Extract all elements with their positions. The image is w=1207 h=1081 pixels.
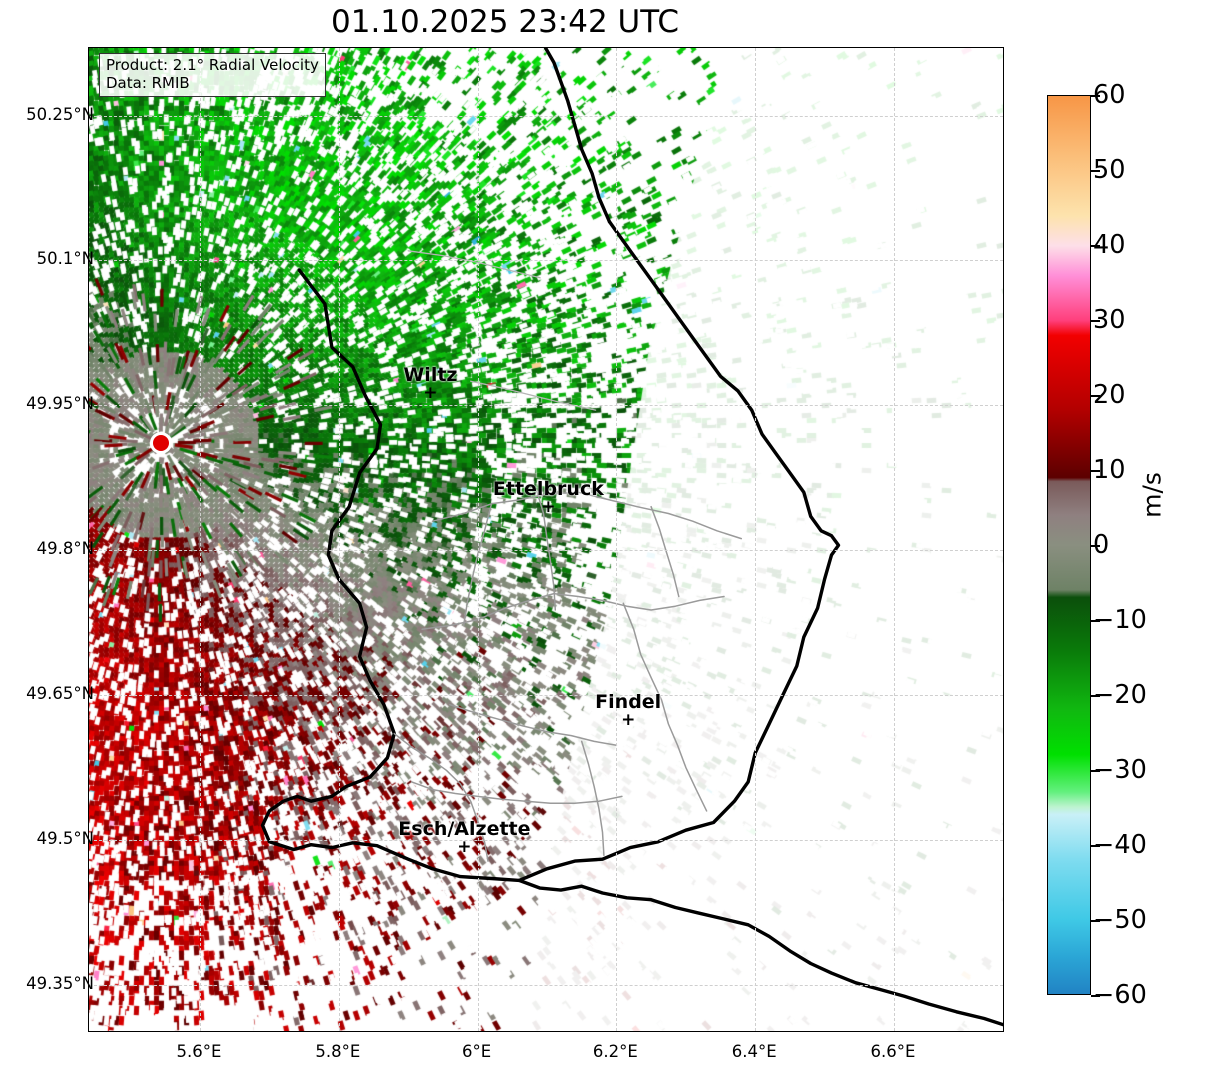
border-admin-10 (393, 732, 489, 862)
y-axis-tick: 50.25°N (26, 104, 94, 124)
colorbar-tick-mark (1091, 845, 1100, 847)
y-axis-tick: 49.5°N (36, 828, 94, 848)
border-admin-7 (462, 503, 493, 627)
gridline-vertical (893, 48, 896, 1031)
gridline-vertical (616, 48, 618, 1031)
colorbar-tick-mark (1091, 920, 1100, 922)
x-axis-tick: 6.6°E (870, 1042, 916, 1061)
y-axis-tick: 49.95°N (26, 394, 94, 414)
colorbar-tick-label: 50 (1093, 155, 1126, 185)
border-admin-9 (580, 740, 605, 857)
y-axis-tick: 49.35°N (26, 973, 94, 993)
city-name: Findel (595, 691, 662, 714)
x-axis-tick: 6.2°E (592, 1042, 638, 1061)
border-admin-4 (449, 703, 618, 746)
colorbar-tick-mark (1091, 320, 1100, 322)
colorbar-tick-label: 30 (1093, 305, 1126, 335)
colorbar-tick-label: 60 (1093, 80, 1126, 110)
border-admin-6 (535, 489, 557, 611)
border-admin-be-1 (407, 250, 541, 279)
city-label-wiltz: Wiltz + (403, 364, 457, 401)
x-axis-tick: 6.4°E (731, 1042, 777, 1061)
product-info-box: Product: 2.1° Radial Velocity Data: RMIB (99, 53, 326, 98)
gridline-horizontal (89, 405, 1003, 407)
city-marker-icon: + (621, 710, 636, 731)
gridline-horizontal (89, 115, 1003, 118)
colorbar-tick-label: −50 (1093, 905, 1147, 935)
colorbar-tick-label: −40 (1093, 830, 1147, 860)
border-admin-3 (622, 602, 708, 812)
colorbar[interactable] (1047, 95, 1091, 995)
gridline-horizontal (89, 984, 1003, 987)
colorbar-gradient (1048, 96, 1090, 994)
map-plot-area[interactable]: Wiltz + Ettelbruck + Findel + Esch/Alzette + Pr… (88, 47, 1004, 1032)
y-axis-tick: 49.65°N (26, 684, 94, 703)
gridline-vertical (477, 48, 480, 1031)
border-admin-5 (410, 781, 623, 804)
colorbar-tick-mark (1091, 245, 1100, 247)
map-canvas: Wiltz + Ettelbruck + Findel + Esch/Alzette + (89, 48, 1003, 1031)
colorbar-tick-label: 20 (1093, 380, 1126, 410)
y-axis-tick: 50.1°N (36, 249, 94, 269)
border-country-southeast (517, 878, 1003, 1027)
gridline-vertical (338, 48, 341, 1031)
gridline-horizontal (89, 839, 1003, 842)
colorbar-tick-label: 40 (1093, 230, 1126, 260)
city-name: Ettelbruck (492, 477, 604, 500)
colorbar-tick-mark (1091, 770, 1100, 772)
city-name: Wiltz (403, 363, 458, 386)
city-label-esch-alzette: Esch/Alzette + (398, 818, 530, 855)
y-axis-tick: 49.8°N (36, 539, 94, 559)
colorbar-tick-label: 0 (1093, 530, 1110, 560)
colorbar-tick-mark (1091, 995, 1100, 997)
colorbar-tick-mark (1091, 170, 1100, 172)
city-name: Esch/Alzette (398, 817, 531, 840)
colorbar-tick-mark (1091, 620, 1100, 622)
map-borders-layer (260, 48, 1003, 1027)
colorbar-tick-label: −10 (1093, 605, 1147, 635)
x-axis-tick: 5.6°E (176, 1042, 222, 1061)
gridline-horizontal (89, 695, 1003, 697)
city-label-ettelbruck: Ettelbruck + (493, 478, 604, 515)
colorbar-axis-label: m/s (1137, 472, 1167, 518)
info-data-line: Data: RMIB (106, 73, 190, 92)
colorbar-tick-mark (1091, 95, 1100, 97)
colorbar-tick-mark (1091, 695, 1100, 697)
border-admin-1 (431, 491, 743, 540)
x-axis-tick: 5.8°E (315, 1042, 361, 1061)
city-marker-icon: + (541, 496, 556, 517)
city-marker-icon: + (423, 382, 438, 403)
radar-data-layer (89, 48, 1003, 1031)
border-country-north (543, 48, 612, 224)
x-axis-tick: 6°E (462, 1042, 492, 1061)
colorbar-tick-mark (1091, 545, 1100, 547)
border-country-luxembourg (260, 220, 841, 883)
info-product-line: Product: 2.1° Radial Velocity (106, 56, 319, 74)
city-label-findel: Findel + (595, 691, 661, 728)
colorbar-tick-label: −30 (1093, 755, 1147, 785)
colorbar-tick-label: −60 (1093, 980, 1147, 1010)
colorbar-tick-label: −20 (1093, 680, 1147, 710)
gridline-vertical (755, 48, 757, 1031)
colorbar-tick-mark (1091, 470, 1100, 472)
colorbar-tick-mark (1091, 395, 1100, 397)
gridline-vertical (200, 48, 202, 1031)
page-title: 01.10.2025 23:42 UTC (331, 4, 679, 40)
colorbar-tick-label: 10 (1093, 455, 1126, 485)
city-marker-icon: + (457, 836, 472, 857)
radar-site-marker (150, 431, 173, 454)
gridline-horizontal (89, 550, 1003, 552)
gridline-horizontal (89, 260, 1003, 262)
border-admin-8 (650, 505, 680, 598)
radar-site-dot (153, 434, 170, 451)
